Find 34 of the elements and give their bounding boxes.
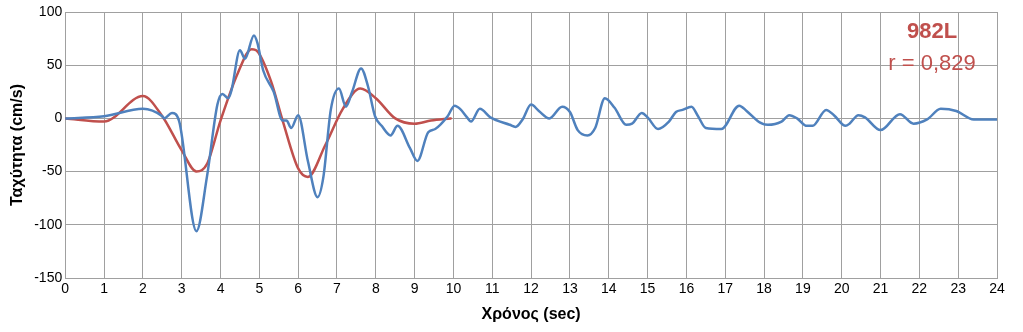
x-tick-label: 5 <box>255 280 264 297</box>
y-axis-title: Ταχύτητα (cm/s) <box>8 84 26 206</box>
x-tick-label: 16 <box>678 280 695 297</box>
x-tick-label: 17 <box>717 280 734 297</box>
y-tick-label: -50 <box>41 162 63 179</box>
y-tick-label: 100 <box>38 2 63 19</box>
x-tick-label: 2 <box>138 280 147 297</box>
x-tick-label: 22 <box>911 280 928 297</box>
x-tick-label: 15 <box>639 280 656 297</box>
x-tick-label: 24 <box>989 280 1005 297</box>
x-tick-label: 7 <box>333 280 342 297</box>
x-tick-label: 10 <box>445 280 462 297</box>
y-tick-label: -100 <box>34 215 63 232</box>
x-tick-label: 6 <box>294 280 303 297</box>
x-tick-label: 21 <box>872 280 889 297</box>
x-tick-label: 12 <box>523 280 540 297</box>
x-tick-label: 1 <box>100 280 109 297</box>
y-tick-label: 0 <box>54 109 63 126</box>
y-tick-label: 50 <box>46 56 63 73</box>
x-tick-label: 14 <box>600 280 617 297</box>
x-axis-title: Χρόνος (sec) <box>481 304 581 323</box>
x-tick-label: 4 <box>216 280 225 297</box>
annotation: 982L <box>906 18 958 44</box>
x-tick-label: 9 <box>410 280 419 297</box>
x-tick-label: 8 <box>371 280 380 297</box>
x-tick-label: 20 <box>833 280 850 297</box>
x-tick-label: 3 <box>177 280 186 297</box>
x-tick-label: 18 <box>756 280 773 297</box>
annotation: r = 0,829 <box>888 50 976 76</box>
y-tick-label: -150 <box>34 268 63 285</box>
x-tick-label: 11 <box>485 280 500 297</box>
x-tick-label: 19 <box>795 280 811 297</box>
x-tick-label: 13 <box>562 280 578 297</box>
x-tick-label: 23 <box>950 280 967 297</box>
